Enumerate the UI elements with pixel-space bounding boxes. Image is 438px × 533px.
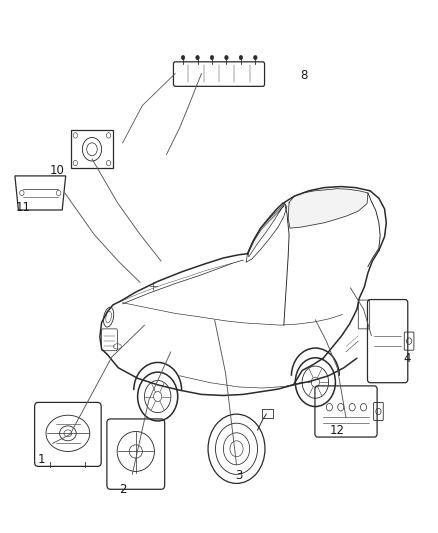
Text: 12: 12 [330, 424, 345, 437]
Text: 8: 8 [301, 69, 308, 82]
Circle shape [239, 55, 243, 60]
Polygon shape [248, 206, 284, 257]
Circle shape [181, 55, 185, 60]
Circle shape [210, 55, 214, 60]
Circle shape [225, 55, 228, 60]
Circle shape [196, 55, 199, 60]
Text: 11: 11 [15, 201, 30, 214]
Text: 2: 2 [119, 483, 127, 496]
Polygon shape [288, 189, 368, 228]
Text: 1: 1 [38, 453, 46, 466]
Circle shape [254, 55, 257, 60]
Text: 4: 4 [403, 352, 411, 365]
Text: 3: 3 [235, 469, 242, 482]
Text: 10: 10 [49, 164, 64, 177]
Bar [71, 130, 113, 168]
